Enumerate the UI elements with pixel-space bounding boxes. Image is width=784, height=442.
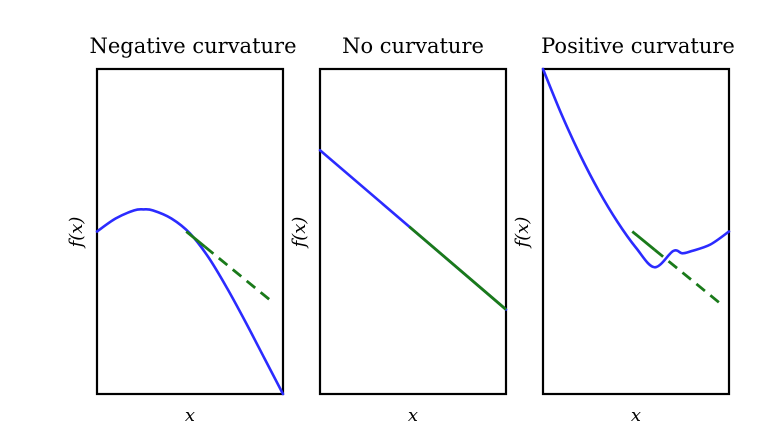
x-axis-label: x xyxy=(408,405,418,426)
panel-title: No curvature xyxy=(342,34,484,58)
tangent-line-solid xyxy=(185,230,206,248)
plot-frame xyxy=(95,67,285,396)
tangent-line-dashed xyxy=(203,245,275,305)
function-curve xyxy=(541,67,731,269)
plot-frame xyxy=(318,67,508,396)
panel-no-curvature: No curvature x f(x) xyxy=(289,34,508,426)
panel-negative-curvature: Negative curvature x f(x) xyxy=(66,34,297,426)
panel-title: Positive curvature xyxy=(541,34,735,58)
x-axis-label: x xyxy=(631,405,641,426)
tangent-line-dashed xyxy=(653,248,721,305)
y-axis-label: f(x) xyxy=(512,217,533,250)
y-axis-label: f(x) xyxy=(66,217,87,250)
tangent-line-solid xyxy=(408,225,507,311)
tangent-line-solid xyxy=(631,230,656,251)
panel-positive-curvature: Positive curvature x f(x) xyxy=(512,34,735,426)
panel-title: Negative curvature xyxy=(89,34,296,58)
x-axis-label: x xyxy=(185,405,195,426)
y-axis-label: f(x) xyxy=(289,217,310,250)
function-curve xyxy=(95,208,285,396)
plot-frame xyxy=(541,67,731,396)
